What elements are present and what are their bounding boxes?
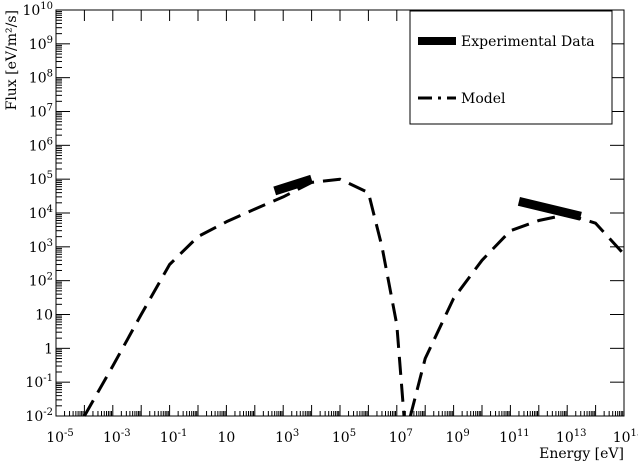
legend: Experimental Data Model [409, 10, 613, 125]
y-tick-label: 1 [44, 341, 53, 357]
y-tick-label: 10 [35, 308, 53, 324]
x-tick-label: 105 [332, 428, 356, 446]
y-tick-label: 102 [29, 272, 53, 290]
legend-label-model: Model [461, 91, 506, 107]
experimental-data-segment [517, 197, 582, 221]
x-tick-label: 1015 [613, 428, 638, 446]
y-tick-label: 1010 [22, 1, 53, 19]
x-axis-title: Energy [eV] [539, 446, 624, 462]
series-layer [83, 174, 626, 417]
labels-layer: 10-5 10-3 10-1 10 103 105 107 109 1011 1013 1015 10… [22, 1, 638, 446]
y-tick-label: 106 [29, 136, 53, 154]
y-tick-label: 107 [29, 103, 53, 121]
y-axis-title: Flux [eV/m²/s] [4, 10, 20, 110]
legend-box [409, 10, 613, 125]
y-tick-label: 109 [29, 35, 53, 53]
x-tick-label: 103 [275, 428, 299, 446]
y-tick-label: 10-1 [25, 373, 53, 391]
x-tick-label: 1013 [556, 428, 587, 446]
x-tick-label: 1011 [499, 428, 530, 446]
legend-label-experimental-data: Experimental Data [461, 34, 595, 50]
x-tick-label: 10-1 [160, 428, 188, 446]
y-tick-label: 103 [29, 238, 53, 256]
x-tick-label: 10-3 [103, 428, 131, 446]
series-experimental-data [273, 174, 582, 221]
experimental-data-segment [273, 174, 313, 196]
x-tick-label: 109 [445, 428, 469, 446]
x-tick-label: 10-5 [46, 428, 74, 446]
y-tick-label: 10-2 [25, 407, 53, 425]
x-tick-label: 107 [389, 428, 413, 446]
model-curve-segment [83, 177, 406, 417]
model-curve-segment [408, 213, 626, 417]
series-model [83, 177, 626, 417]
x-tick-label: 10 [217, 430, 235, 446]
y-tick-label: 105 [29, 170, 53, 188]
y-tick-label: 104 [29, 204, 53, 222]
y-tick-label: 108 [29, 69, 53, 87]
